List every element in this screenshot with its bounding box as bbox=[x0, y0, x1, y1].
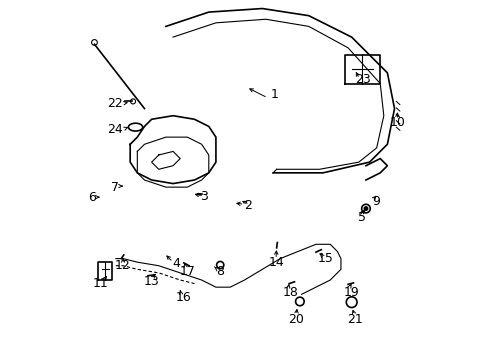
Text: 4: 4 bbox=[172, 257, 180, 270]
Text: 6: 6 bbox=[87, 192, 95, 204]
Text: 8: 8 bbox=[216, 265, 224, 278]
Text: 10: 10 bbox=[389, 116, 405, 129]
Circle shape bbox=[364, 207, 367, 210]
Text: 9: 9 bbox=[372, 195, 380, 208]
Text: 23: 23 bbox=[354, 73, 370, 86]
Text: 7: 7 bbox=[111, 181, 119, 194]
Text: 3: 3 bbox=[200, 190, 208, 203]
Text: 18: 18 bbox=[283, 286, 298, 299]
Text: 12: 12 bbox=[114, 259, 130, 272]
Text: 24: 24 bbox=[107, 123, 123, 136]
Text: 15: 15 bbox=[317, 252, 333, 265]
Text: 17: 17 bbox=[179, 265, 195, 278]
Text: 5: 5 bbox=[358, 211, 366, 224]
Text: 14: 14 bbox=[268, 256, 284, 269]
Text: 22: 22 bbox=[107, 97, 123, 110]
Text: 19: 19 bbox=[343, 286, 359, 299]
Text: 2: 2 bbox=[244, 198, 251, 212]
Text: 16: 16 bbox=[176, 291, 191, 305]
Text: 13: 13 bbox=[143, 275, 159, 288]
Text: 20: 20 bbox=[288, 313, 304, 326]
Text: 11: 11 bbox=[93, 277, 108, 290]
Text: 1: 1 bbox=[270, 88, 278, 101]
Text: 21: 21 bbox=[346, 313, 363, 326]
